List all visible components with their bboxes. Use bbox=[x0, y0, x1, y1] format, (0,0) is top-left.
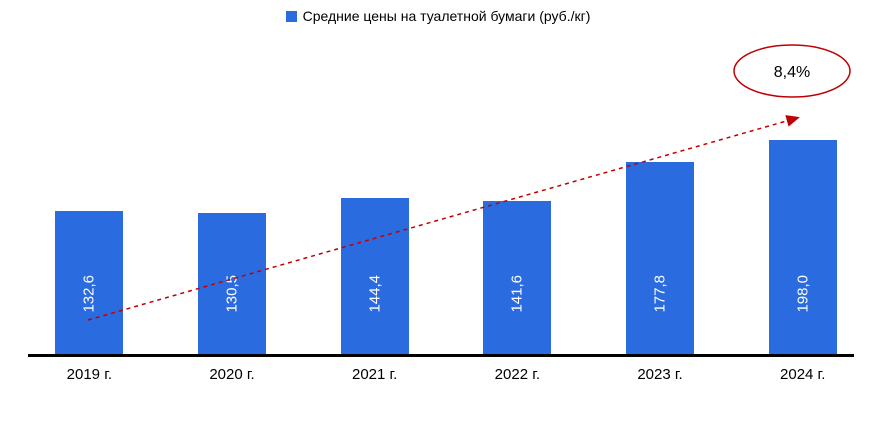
bar-column: 141,6 bbox=[446, 95, 589, 355]
bar-2023 г.: 177,8 bbox=[626, 162, 695, 355]
x-axis-label: 2020 г. bbox=[209, 366, 255, 383]
bar-value-label: 141,6 bbox=[508, 275, 526, 313]
x-axis-line bbox=[28, 354, 854, 357]
bar-value-label: 177,8 bbox=[651, 275, 669, 313]
bar-column: 144,4 bbox=[303, 95, 446, 355]
legend: Средние цены на туалетной бумаги (руб./к… bbox=[0, 8, 876, 24]
bar-value-label: 198,0 bbox=[794, 275, 812, 313]
bar-2024 г.: 198,0 bbox=[768, 140, 837, 355]
x-axis-label: 2024 г. bbox=[780, 366, 826, 383]
x-axis-label: 2022 г. bbox=[494, 366, 541, 383]
x-axis-label: 2019 г. bbox=[66, 366, 113, 383]
x-axis-labels: 2019 г. 2020 г. 2021 г. 2022 г. 2023 г. 2024 … bbox=[18, 366, 874, 383]
x-axis-label: 2023 г. bbox=[637, 366, 683, 383]
bar-2021 г.: 144,4 bbox=[340, 198, 409, 355]
bar-value-label: 144,4 bbox=[366, 275, 384, 313]
bar-column: 132,6 bbox=[18, 95, 161, 355]
bar-2019 г.: 132,6 bbox=[55, 211, 124, 355]
annotation-ellipse bbox=[733, 44, 851, 98]
bar-value-label: 130,5 bbox=[223, 275, 241, 313]
bar-value-label: 132,6 bbox=[80, 275, 98, 313]
annotation-label: 8,4% bbox=[774, 64, 810, 81]
x-axis-label: 2021 г. bbox=[352, 366, 398, 383]
plot-area: 132,6 130,5 144,4 141,6 177,8 198,0 bbox=[18, 95, 874, 355]
bar-2020 г.: 130,5 bbox=[198, 213, 266, 355]
legend-label: Средние цены на туалетной бумаги (руб./к… bbox=[302, 8, 591, 24]
bar-column: 177,8 bbox=[589, 95, 732, 355]
bar-column: 130,5 bbox=[161, 95, 304, 355]
bar-column: 198,0 bbox=[731, 95, 874, 355]
bar-2022 г.: 141,6 bbox=[483, 201, 552, 355]
legend-swatch bbox=[285, 10, 297, 22]
